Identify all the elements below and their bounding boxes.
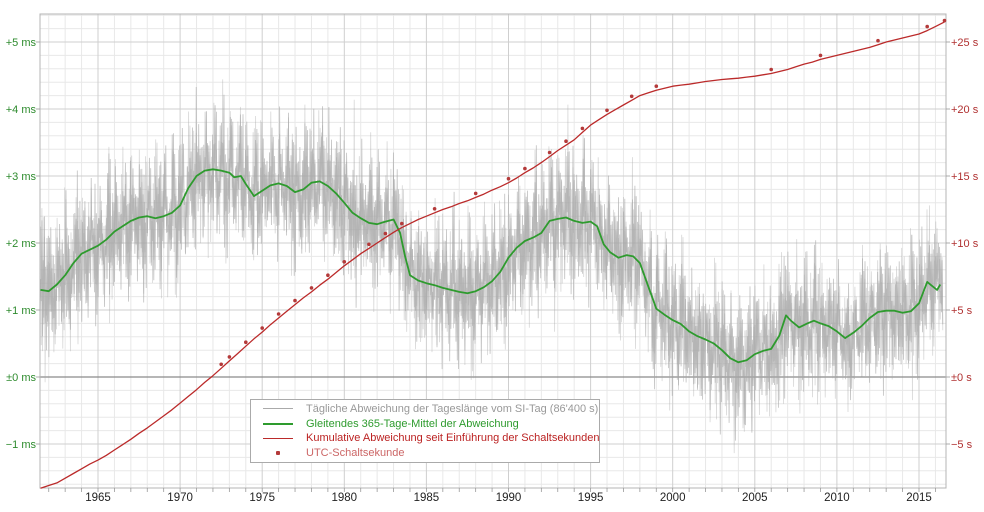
x-axis-label: 1975 bbox=[249, 492, 275, 504]
x-axis-label: 2010 bbox=[824, 492, 850, 504]
x-axis-label: 2015 bbox=[906, 492, 932, 504]
utc-leap-second-dot bbox=[326, 273, 330, 278]
y-axis-right-label: +10 s bbox=[951, 238, 979, 250]
legend-item-daily-deviation: Tägliche Abweichung der Tageslänge vom S… bbox=[251, 402, 599, 416]
cumulative-deviation-line-swatch-icon bbox=[263, 437, 293, 439]
y-axis-left-label: +3 ms bbox=[6, 171, 37, 183]
utc-leap-second-dot-swatch-icon bbox=[263, 451, 293, 456]
x-axis-label: 1965 bbox=[85, 492, 111, 504]
utc-leap-second-dot bbox=[473, 191, 478, 196]
legend-item-cumulative-deviation: Kumulative Abweichung seit Einführung de… bbox=[251, 431, 600, 445]
legend: Tägliche Abweichung der Tageslänge vom S… bbox=[250, 399, 600, 463]
utc-leap-second-dot bbox=[925, 24, 929, 29]
legend-label-mean-365: Gleitendes 365-Tage-Mittel der Abweichun… bbox=[306, 417, 519, 430]
x-axis-label: 1995 bbox=[578, 492, 604, 504]
y-axis-right-label: ±0 s bbox=[951, 372, 972, 384]
utc-leap-second-dot bbox=[309, 286, 314, 290]
cumulative-deviation-line bbox=[40, 21, 945, 489]
utc-leap-second-dot bbox=[342, 260, 347, 264]
utc-leap-second-dot bbox=[769, 67, 773, 72]
x-axis-label: 1970 bbox=[167, 492, 193, 504]
utc-leap-second-dot bbox=[629, 94, 634, 99]
y-axis-right-label: −5 s bbox=[951, 439, 973, 451]
y-axis-right-label: +5 s bbox=[951, 305, 973, 317]
utc-leap-second-dot bbox=[432, 207, 437, 211]
x-axis-label: 1990 bbox=[496, 492, 522, 504]
legend-item-utc-leap-second: UTC-Schaltsekunde bbox=[251, 446, 599, 460]
axis-ticks bbox=[36, 41, 950, 492]
mean-365-line-swatch-icon bbox=[263, 422, 293, 425]
x-axis-labels: 1965 1970 1975 1980 1985 1990 1995 2000 2005 2010… bbox=[85, 492, 932, 504]
mean-365 bbox=[40, 168, 942, 364]
cumulative-deviation bbox=[40, 21, 945, 489]
utc-leap-second-dot bbox=[564, 139, 568, 143]
utc-leap-second-dot bbox=[293, 298, 297, 303]
utc-leap-second-dot bbox=[523, 166, 527, 171]
x-axis-label: 1980 bbox=[332, 492, 358, 504]
y-axis-right-label: +20 s bbox=[951, 104, 979, 116]
y-axis-left-label: +5 ms bbox=[6, 37, 37, 49]
legend-label-cumulative-deviation: Kumulative Abweichung seit Einführung de… bbox=[306, 432, 600, 445]
legend-label-daily-deviation: Tägliche Abweichung der Tageslänge vom S… bbox=[306, 402, 599, 415]
x-axis-label: 1985 bbox=[414, 492, 440, 504]
utc-leap-second-dot bbox=[227, 355, 232, 359]
y-axis-right-label: +15 s bbox=[951, 171, 979, 183]
y-axis-right-label: +25 s bbox=[951, 37, 979, 49]
x-axis-label: 2005 bbox=[742, 492, 768, 504]
utc-leap-second-dot bbox=[219, 362, 223, 367]
utc-leap-second-dot bbox=[383, 231, 388, 236]
utc-leap-second-dot bbox=[260, 326, 265, 330]
utc-leap-second-dot bbox=[547, 150, 552, 155]
utc-leap-second-dot bbox=[876, 38, 880, 43]
y-axis-left-label: +4 ms bbox=[6, 104, 37, 116]
legend-item-mean-365: Gleitendes 365-Tage-Mittel der Abweichun… bbox=[251, 417, 599, 431]
x-axis-label: 2000 bbox=[660, 492, 686, 504]
y-axis-left-label: ±0 ms bbox=[6, 372, 36, 384]
utc-leap-second-dot bbox=[942, 18, 947, 23]
daily-deviation-line bbox=[39, 79, 944, 454]
plot-border bbox=[39, 13, 947, 489]
utc-leap-second-dot bbox=[244, 340, 248, 345]
y-axis-left-labels: +5 ms +4 ms +3 ms +2 ms +1 ms ±0 ms −1 ms bbox=[6, 37, 37, 451]
utc-leap-second-dot bbox=[506, 176, 511, 181]
utc-leap-second-dot bbox=[276, 312, 281, 316]
y-axis-left-label: +2 ms bbox=[6, 238, 37, 250]
utc-leap-second-dot bbox=[605, 108, 609, 113]
mean-365-line bbox=[40, 168, 942, 364]
daily-deviation-line bbox=[39, 86, 944, 441]
utc-leap-second-dot bbox=[367, 242, 371, 247]
y-axis-left-label: +1 ms bbox=[6, 305, 37, 317]
utc-leap-second-dot bbox=[580, 126, 585, 131]
utc-leap-second-dot bbox=[654, 84, 659, 88]
daily-deviation-band bbox=[39, 79, 944, 454]
legend-label-utc-leap-second: UTC-Schaltsekunde bbox=[306, 447, 405, 460]
utc-leap-seconds bbox=[219, 18, 947, 367]
plot-border bbox=[39, 13, 947, 489]
y-axis-right-labels: +25 s +20 s +15 s +10 s +5 s ±0 s −5 s bbox=[951, 37, 979, 451]
utc-leap-second-dot bbox=[400, 221, 404, 226]
utc-leap-second-dot bbox=[818, 53, 823, 58]
daily-deviation-line-swatch-icon bbox=[263, 408, 293, 410]
y-axis-left-label: −1 ms bbox=[6, 439, 37, 451]
